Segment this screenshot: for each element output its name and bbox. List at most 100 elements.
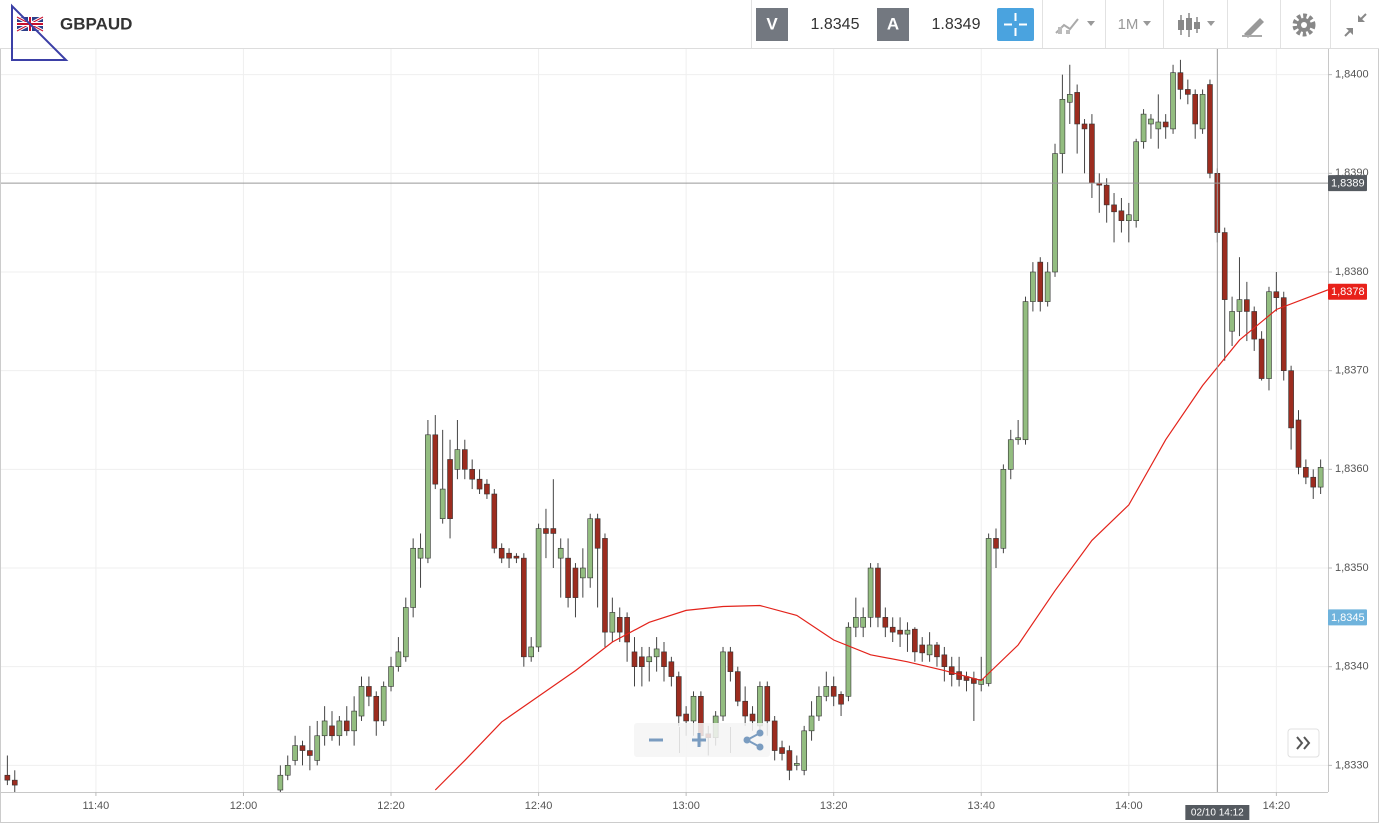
candle-body — [314, 735, 321, 761]
candle-body — [1052, 153, 1058, 273]
candle-body — [1185, 89, 1191, 95]
y-tick-label: 1,8380 — [1335, 266, 1369, 278]
crosshair-icon — [1004, 13, 1027, 36]
candle-body — [587, 518, 594, 579]
candle-body — [860, 617, 867, 628]
chart-type-button[interactable] — [1178, 13, 1215, 37]
draw-button[interactable] — [1242, 18, 1264, 38]
ask-label: A — [887, 14, 899, 33]
candle-body — [1192, 94, 1198, 125]
header: GBPAUD V 1.8345 A 1.8349 1M — [0, 0, 1379, 61]
x-tick-label: 14:20 — [1263, 800, 1291, 812]
candle-body — [1258, 338, 1265, 379]
crosshair-button[interactable] — [997, 8, 1034, 41]
y-tick-label: 1,8330 — [1335, 759, 1369, 771]
candle-body — [4, 774, 11, 781]
drawing-triangle — [11, 3, 69, 61]
x-tick-label: 14:00 — [1115, 800, 1143, 812]
ask-button[interactable] — [877, 8, 909, 41]
candle-body — [1022, 301, 1029, 441]
candle-body — [830, 686, 837, 697]
candle-body — [1273, 291, 1280, 298]
candle-body — [417, 547, 424, 559]
candle-body — [402, 607, 409, 658]
candle-body — [292, 745, 298, 761]
x-tick-label: 13:20 — [820, 800, 848, 812]
candle-body — [469, 469, 475, 480]
candle-body — [749, 713, 756, 722]
bid-button[interactable] — [756, 8, 788, 41]
candle-body — [1295, 419, 1302, 468]
candle-body — [934, 644, 940, 658]
axes: 1,8330 1,8340 1,8350 1,8360 1,8370 1,8380 1,83… — [83, 69, 1369, 820]
candle-body — [742, 700, 748, 717]
candle-body — [683, 713, 689, 722]
candle-body — [1207, 84, 1213, 174]
candle-body — [639, 656, 645, 667]
candle-body — [380, 686, 387, 722]
candle-body — [594, 518, 601, 549]
candle-body — [853, 617, 859, 628]
x-tick-label: 12:20 — [377, 800, 405, 812]
timeframe[interactable]: 1M — [1118, 16, 1139, 33]
candle-body — [720, 651, 726, 717]
candle-body — [919, 644, 926, 654]
candle-body — [779, 747, 785, 754]
candle-body — [307, 750, 313, 756]
x-tick-label: 12:00 — [230, 800, 258, 812]
candle-body — [277, 774, 284, 791]
candle-body — [816, 695, 822, 717]
y-tick-label: 1,8400 — [1335, 69, 1369, 81]
scroll-right-button[interactable] — [1287, 728, 1320, 758]
share-button[interactable] — [743, 729, 764, 751]
moving-average-line — [434, 289, 1328, 791]
y-tick-label: 1,8360 — [1335, 463, 1369, 475]
candle-body — [11, 779, 18, 786]
candle-body — [985, 538, 992, 684]
candle-body — [580, 567, 586, 579]
candle-body — [616, 617, 623, 633]
price-tag-label: 1,8345 — [1331, 612, 1365, 624]
candle-body — [978, 679, 985, 685]
candle-body — [1081, 123, 1088, 130]
candle-body — [675, 676, 682, 717]
candle-body — [1037, 261, 1044, 302]
candle-body — [491, 493, 498, 549]
candle-body — [838, 694, 844, 705]
candle-body — [1221, 232, 1228, 300]
crosshair-time-box — [1185, 805, 1250, 820]
crosshair-time: 02/10 14:12 — [1191, 808, 1244, 819]
candle-body — [653, 648, 660, 658]
candle-body — [808, 715, 815, 732]
candle-body — [757, 686, 763, 727]
indicator-button[interactable] — [1055, 18, 1095, 34]
settings-button[interactable] — [1292, 13, 1316, 37]
candle-body — [284, 765, 291, 776]
candle-body — [550, 528, 557, 534]
candle-body — [543, 528, 549, 534]
candle-body — [801, 730, 807, 771]
candle-body — [793, 763, 800, 766]
zoom-controls — [634, 723, 770, 757]
candle-body — [336, 720, 343, 737]
y-tick-label: 1,8340 — [1335, 661, 1369, 673]
candle-body — [1229, 311, 1235, 332]
candle-body — [557, 547, 564, 559]
candle-body — [867, 567, 874, 618]
candle-body — [1155, 121, 1162, 130]
zoom-in-button[interactable] — [692, 733, 706, 747]
candle-body — [1310, 476, 1317, 488]
candle-body — [1015, 437, 1021, 441]
candle-body — [897, 629, 903, 635]
collapse-button[interactable] — [1344, 13, 1367, 37]
bid-price: 1.8345 — [811, 16, 860, 33]
candle-body — [631, 651, 638, 667]
candle-body — [609, 612, 616, 633]
candle-body — [889, 626, 896, 633]
y-tick-label: 1,8370 — [1335, 365, 1369, 377]
x-tick-label: 13:00 — [672, 800, 700, 812]
price-tag-label: 1,8378 — [1331, 286, 1365, 298]
candle-body — [602, 538, 608, 633]
candle-body — [771, 720, 778, 751]
